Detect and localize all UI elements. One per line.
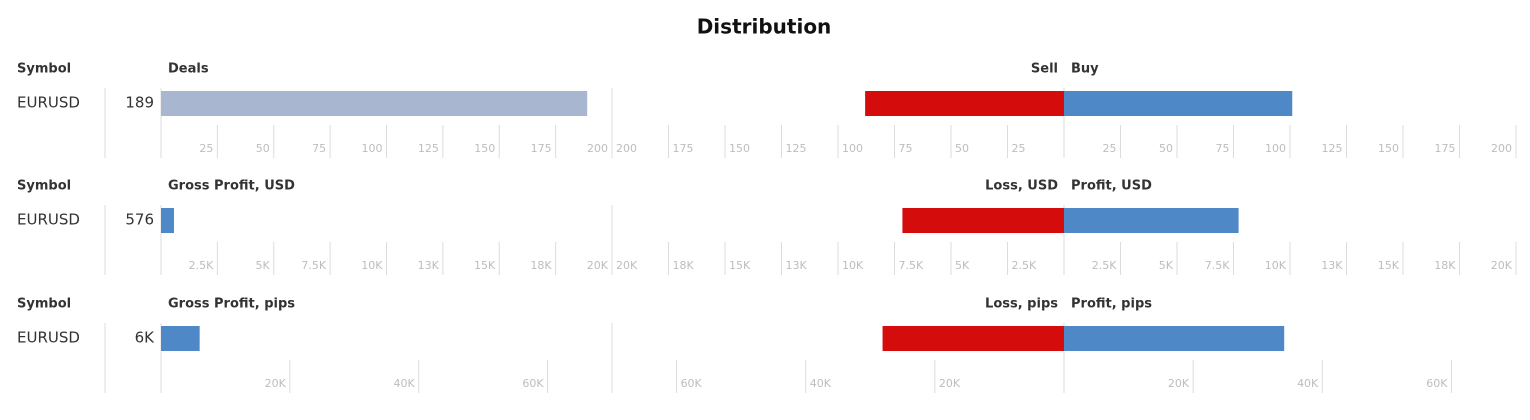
tick-label: 15K <box>474 259 496 272</box>
tick-label: 50 <box>256 142 270 155</box>
tick-label: 10K <box>842 259 864 272</box>
tick-label: 150 <box>729 142 750 155</box>
panel-title: Profit, USD <box>1071 179 1152 194</box>
tick-label: 20K <box>265 377 287 390</box>
tick-label: 150 <box>474 142 495 155</box>
tick-label: 7.5K <box>899 259 924 272</box>
panel-title: Gross Profit, pips <box>168 297 295 312</box>
tick-label: 20K <box>1491 259 1513 272</box>
tick-label: 2.5K <box>1092 259 1117 272</box>
tick-label: 125 <box>1322 142 1343 155</box>
value-label: 6K <box>135 329 156 347</box>
tick-label: 10K <box>1265 259 1287 272</box>
tick-label: 175 <box>673 142 694 155</box>
tick-label: 100 <box>1265 142 1286 155</box>
tick-label: 13K <box>1321 259 1343 272</box>
bar <box>882 326 1064 351</box>
tick-label: 15K <box>1378 259 1400 272</box>
value-label: 576 <box>125 211 154 229</box>
tick-label: 15K <box>729 259 751 272</box>
panel-title: Loss, USD <box>985 179 1058 194</box>
tick-label: 7.5K <box>1205 259 1230 272</box>
panel-title: Buy <box>1071 62 1099 77</box>
tick-label: 18K <box>673 259 695 272</box>
symbol-label: EURUSD <box>17 329 80 347</box>
tick-label: 75 <box>1216 142 1230 155</box>
panel-title: Gross Profit, USD <box>168 179 295 194</box>
panel-title: Deals <box>168 62 209 77</box>
tick-label: 150 <box>1378 142 1399 155</box>
bar <box>1064 326 1285 351</box>
tick-label: 175 <box>1435 142 1456 155</box>
bar <box>902 208 1064 233</box>
tick-label: 5K <box>1159 259 1174 272</box>
column-header: Symbol <box>17 179 71 194</box>
value-label: 189 <box>125 94 154 112</box>
tick-label: 13K <box>418 259 440 272</box>
tick-label: 20K <box>1168 377 1190 390</box>
tick-label: 175 <box>531 142 552 155</box>
tick-label: 2.5K <box>189 259 214 272</box>
tick-label: 100 <box>842 142 863 155</box>
tick-label: 25 <box>1103 142 1117 155</box>
tick-label: 7.5K <box>301 259 326 272</box>
tick-label: 18K <box>1434 259 1456 272</box>
tick-label: 13K <box>786 259 808 272</box>
panel-title: Profit, pips <box>1071 297 1152 312</box>
tick-label: 40K <box>1297 377 1319 390</box>
tick-label: 5K <box>256 259 271 272</box>
tick-label: 18K <box>530 259 552 272</box>
tick-label: 200 <box>616 142 637 155</box>
tick-label: 20K <box>939 377 961 390</box>
tick-label: 10K <box>361 259 383 272</box>
bar <box>161 91 588 116</box>
bar <box>1064 91 1293 116</box>
tick-label: 2.5K <box>1012 259 1037 272</box>
bar <box>161 208 174 233</box>
tick-label: 50 <box>955 142 969 155</box>
column-header: Symbol <box>17 297 71 312</box>
tick-label: 75 <box>312 142 326 155</box>
tick-label: 50 <box>1159 142 1173 155</box>
tick-label: 20K <box>616 259 638 272</box>
tick-label: 5K <box>955 259 970 272</box>
tick-label: 40K <box>810 377 832 390</box>
bar <box>865 91 1064 116</box>
tick-label: 40K <box>393 377 415 390</box>
panel-title: Sell <box>1031 62 1058 77</box>
column-header: Symbol <box>17 62 71 77</box>
tick-label: 60K <box>522 377 544 390</box>
symbol-label: EURUSD <box>17 211 80 229</box>
bar <box>1064 208 1239 233</box>
tick-label: 25 <box>1012 142 1026 155</box>
tick-label: 125 <box>786 142 807 155</box>
panel-title: Loss, pips <box>985 297 1058 312</box>
tick-label: 25 <box>199 142 213 155</box>
tick-label: 125 <box>418 142 439 155</box>
tick-label: 100 <box>362 142 383 155</box>
page-title: Distribution <box>697 15 832 39</box>
tick-label: 200 <box>1491 142 1512 155</box>
symbol-label: EURUSD <box>17 94 80 112</box>
bar <box>161 326 200 351</box>
tick-label: 75 <box>899 142 913 155</box>
tick-label: 60K <box>1426 377 1448 390</box>
tick-label: 60K <box>681 377 703 390</box>
tick-label: 20K <box>587 259 609 272</box>
tick-label: 200 <box>587 142 608 155</box>
